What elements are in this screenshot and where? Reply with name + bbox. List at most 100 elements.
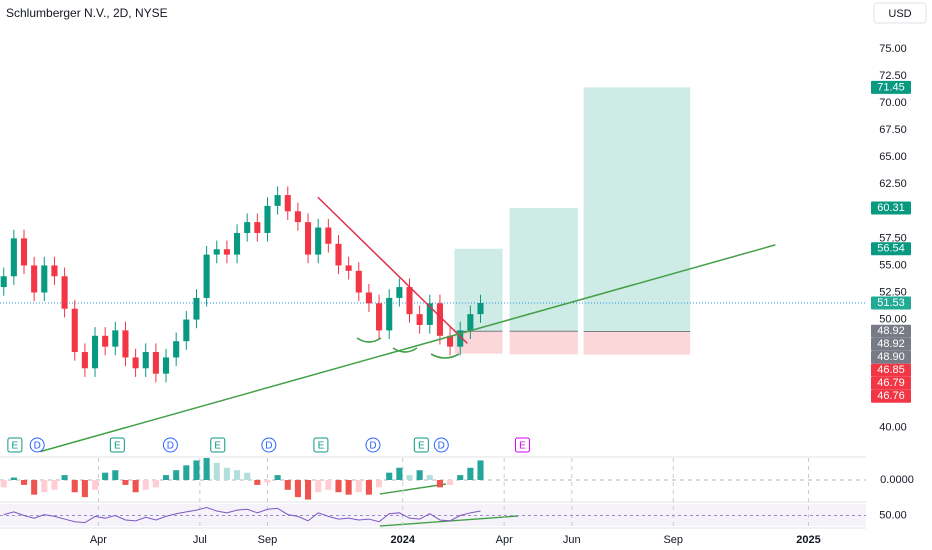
- x-tick-label: 2025: [796, 534, 820, 546]
- currency[interactable]: USD: [888, 8, 911, 20]
- macd-bar: [122, 480, 129, 485]
- candle-body: [305, 222, 312, 255]
- macd-bar: [0, 480, 7, 488]
- price-label: 51.53: [877, 297, 905, 309]
- price-label: 71.45: [877, 81, 905, 93]
- event-marker: [29, 437, 45, 453]
- price-label-box: [871, 337, 911, 351]
- candle-body: [396, 287, 403, 298]
- y-tick-label: 72.50: [879, 70, 907, 82]
- currency-button[interactable]: [873, 2, 927, 24]
- event-marker: [162, 437, 178, 453]
- macd-bar: [91, 480, 99, 490]
- rsi-tick-label: 50.00: [879, 509, 907, 521]
- candle-body: [274, 195, 281, 206]
- candle-body: [284, 195, 291, 212]
- macd-bar: [233, 470, 241, 480]
- candle-body: [365, 292, 372, 304]
- price-label: 60.31: [877, 202, 905, 214]
- price-label: 46.79: [877, 377, 905, 389]
- x-tick-label: Jul: [193, 534, 207, 546]
- candle-body: [102, 335, 109, 347]
- macd-bar: [244, 472, 251, 480]
- macd-bar: [223, 467, 230, 480]
- event-marker: [514, 437, 530, 453]
- macd-bar: [193, 460, 200, 480]
- price-label-box: [871, 376, 911, 390]
- x-tick-label: 2024: [390, 534, 415, 546]
- event-marker: [413, 437, 429, 453]
- event-marker: [109, 437, 125, 453]
- candle-body: [436, 303, 443, 336]
- loss-zone: [454, 331, 503, 354]
- macd-bar: [20, 480, 28, 485]
- y-tick-label: 52.50: [879, 286, 907, 298]
- macd-bar: [254, 480, 261, 485]
- price-label: 48.92: [877, 325, 905, 337]
- y-tick-label: 55.00: [879, 259, 907, 271]
- profit-zone: [509, 207, 578, 332]
- event-marker: [7, 437, 23, 453]
- macd-bar: [132, 480, 139, 493]
- candle-body: [152, 352, 159, 374]
- macd-bar: [416, 470, 423, 480]
- x-tick-label: Sep: [258, 534, 278, 546]
- candle-body: [61, 276, 68, 309]
- price-label: 56.54: [877, 243, 905, 255]
- y-tick-label: 75.00: [879, 43, 907, 55]
- candle-body: [71, 308, 78, 353]
- candle-body: [31, 265, 38, 293]
- candle-body: [406, 287, 413, 315]
- price-label-box: [871, 389, 911, 403]
- event-label: E: [318, 441, 325, 452]
- macd-bar: [467, 467, 474, 480]
- macd-bar: [81, 480, 88, 498]
- candle-body: [142, 352, 149, 369]
- macd-bar: [457, 475, 464, 480]
- macd-bar: [71, 480, 78, 493]
- candle-body: [223, 249, 230, 255]
- candle-body: [51, 265, 58, 277]
- candle-body: [132, 357, 139, 369]
- event-label: D: [369, 441, 376, 452]
- price-label-box: [871, 324, 911, 338]
- macd-bar: [355, 480, 362, 493]
- macd-bar: [406, 475, 413, 480]
- event-marker: [365, 437, 381, 453]
- candle-body: [335, 243, 342, 266]
- macd-bar: [213, 462, 220, 480]
- price-label-box: [871, 201, 911, 215]
- profit-zone: [454, 248, 503, 332]
- macd-bar: [284, 480, 291, 490]
- candle-body: [345, 265, 352, 271]
- y-tick-label: 62.50: [879, 178, 907, 190]
- event-label: E: [519, 441, 526, 452]
- price-label-box: [871, 350, 911, 364]
- candle-body: [264, 205, 271, 233]
- trendline: [317, 196, 468, 344]
- macd-bar: [152, 480, 159, 488]
- macd-bar: [51, 480, 58, 490]
- macd-bar: [173, 470, 180, 480]
- candle-body: [203, 254, 210, 298]
- candle-body: [355, 270, 362, 293]
- macd-bar: [264, 480, 271, 483]
- event-marker: [261, 437, 277, 453]
- event-label: D: [167, 441, 174, 452]
- macd-bar: [325, 480, 332, 490]
- event-marker: [313, 437, 329, 453]
- candle-body: [477, 302, 484, 315]
- macd-bar: [345, 480, 352, 495]
- candle-body: [294, 211, 301, 223]
- candle-body: [376, 303, 383, 331]
- y-tick-label: 67.50: [879, 124, 907, 136]
- price-label-box: [871, 80, 911, 94]
- price-label: 48.90: [877, 351, 905, 363]
- candle-body: [315, 227, 322, 255]
- x-tick-label: Apr: [90, 534, 107, 546]
- candle-body: [193, 297, 200, 320]
- macd-bar: [386, 472, 393, 480]
- loss-zone: [583, 331, 691, 355]
- candle-body: [91, 335, 99, 369]
